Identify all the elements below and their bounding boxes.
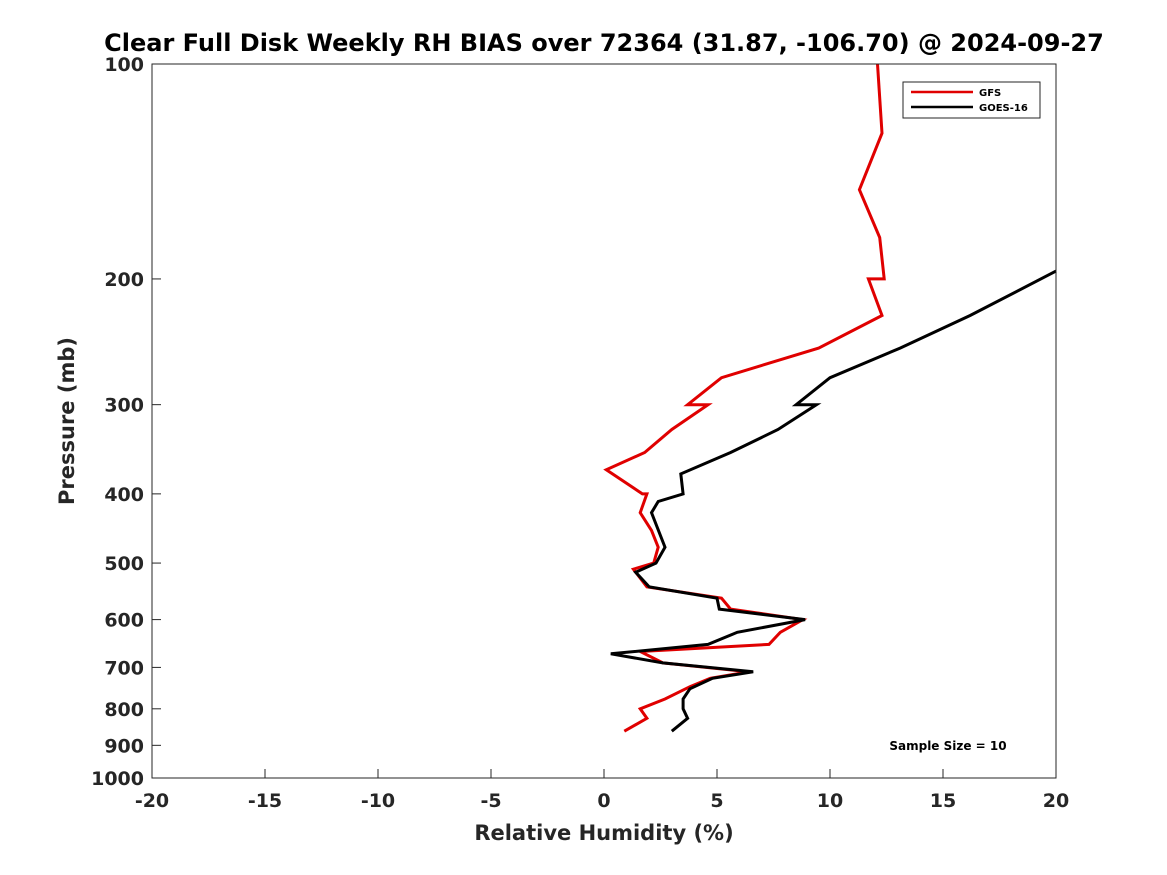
y-tick-label: 700: [104, 657, 144, 679]
x-tick-label: -20: [135, 790, 169, 812]
x-tick-label: 0: [597, 790, 610, 812]
x-tick-label: 10: [817, 790, 843, 812]
series-line-goes-16: [610, 269, 1057, 733]
legend: GFS GOES-16: [902, 81, 1041, 119]
x-tick-label: 5: [710, 790, 723, 812]
x-axis-ticks: -20 -15 -10 -5 0 5 10 15 20: [135, 769, 1069, 812]
y-tick-label: 200: [104, 269, 144, 291]
y-tick-label: 500: [104, 553, 144, 575]
y-tick-label: 300: [104, 395, 144, 417]
x-tick-label: -10: [361, 790, 395, 812]
x-tick-label: -5: [480, 790, 501, 812]
y-tick-label: 1000: [91, 768, 144, 790]
sample-size-annotation: Sample Size = 10: [889, 739, 1006, 753]
y-tick-label: 100: [104, 54, 144, 76]
series-layer: [603, 63, 1057, 733]
x-tick-label: 15: [930, 790, 956, 812]
x-tick-label: 20: [1043, 790, 1069, 812]
legend-label-gfs: GFS: [979, 88, 1001, 99]
y-tick-label: 800: [104, 699, 144, 721]
plot-area-border: [151, 63, 1057, 779]
chart-title: Clear Full Disk Weekly RH BIAS over 7236…: [104, 29, 1104, 57]
legend-box: [902, 81, 1041, 119]
x-tick-label: -15: [248, 790, 282, 812]
x-axis-label: Relative Humidity (%): [474, 821, 733, 845]
y-axis-label: Pressure (mb): [55, 337, 79, 505]
y-tick-label: 400: [104, 484, 144, 506]
y-axis-ticks: 100 200 300 400 500 600 700 800 900 1000: [91, 54, 161, 790]
y-tick-label: 600: [104, 610, 144, 632]
legend-label-goes-16: GOES-16: [979, 103, 1028, 114]
y-tick-label: 900: [104, 735, 144, 757]
